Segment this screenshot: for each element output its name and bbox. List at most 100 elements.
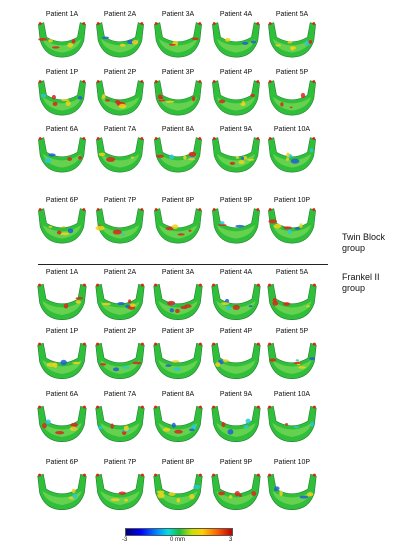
mandible-highlight <box>100 423 140 437</box>
mandible-cell: Patient 2P <box>90 68 150 117</box>
mandible-cell: Patient 8A <box>148 390 208 447</box>
deviation-patch <box>275 44 281 47</box>
condyle-tip <box>256 283 260 287</box>
deviation-patch <box>174 429 183 434</box>
mandible-cell: Patient 5A <box>262 268 322 325</box>
deviation-patch <box>121 366 130 369</box>
frankel-label-line2: group <box>342 283 366 293</box>
condyle-tip <box>212 137 216 140</box>
mandible-color-map <box>212 208 260 244</box>
deviation-patch <box>63 303 69 309</box>
patient-label: Patient 8A <box>161 391 195 398</box>
mandible-color-map <box>267 342 317 379</box>
deviation-patch <box>248 305 253 308</box>
deviation-patch <box>159 96 164 100</box>
deviation-patch <box>191 37 199 41</box>
deviation-patch <box>100 363 107 366</box>
mandible-highlight <box>158 154 198 168</box>
condyle-tip <box>198 22 202 25</box>
color-scale-mid-label: 0 mm <box>170 537 185 543</box>
mandible-cell: Patient 3A <box>148 10 208 59</box>
deviation-patch <box>295 227 301 230</box>
deviation-patch <box>51 94 56 100</box>
deviation-patch <box>188 158 196 161</box>
condyle-tip <box>256 22 260 25</box>
condyle-tip <box>96 208 100 211</box>
mandible-highlight <box>42 423 82 437</box>
deviation-patch <box>274 486 280 491</box>
mandible-color-map <box>95 342 145 379</box>
condyle-tip <box>140 283 144 287</box>
deviation-patch <box>224 298 230 304</box>
patient-label: Patient 10P <box>273 197 311 204</box>
condyle-tip <box>96 405 100 409</box>
condyle-tip <box>256 473 260 477</box>
condyle-tip <box>154 405 158 409</box>
deviation-patch <box>60 232 70 236</box>
deviation-patch <box>38 38 48 41</box>
deviation-patch <box>227 429 234 435</box>
deviation-patch <box>238 160 245 165</box>
deviation-patch <box>289 106 293 109</box>
mandible-color-map <box>212 80 260 116</box>
mandible-highlight <box>158 360 198 374</box>
deviation-patch <box>78 156 82 160</box>
deviation-patch <box>52 101 58 106</box>
deviation-patch <box>165 100 175 103</box>
deviation-patch <box>188 151 197 157</box>
patient-label: Patient 6A <box>45 391 79 398</box>
condyle-tip <box>198 405 202 409</box>
mandible-highlight <box>272 97 312 111</box>
mandible-color-map <box>268 137 316 173</box>
deviation-patch <box>177 233 185 236</box>
condyle-tip <box>198 342 202 346</box>
deviation-patch <box>284 423 289 426</box>
mandible-highlight <box>216 423 256 437</box>
deviation-patch <box>283 302 291 306</box>
deviation-patch <box>295 359 299 362</box>
condyle-tip <box>198 137 202 140</box>
condyle-tip <box>38 473 42 477</box>
mandible-highlight <box>158 301 198 315</box>
patient-label: Patient 4P <box>219 328 253 335</box>
condyle-tip <box>256 137 260 140</box>
mandible-cell: Patient 6P <box>32 196 92 245</box>
condyle-tip <box>96 80 100 83</box>
condyle-tip <box>198 283 202 287</box>
mandible-highlight <box>216 154 256 168</box>
deviation-patch <box>169 308 175 313</box>
mandible-color-map <box>153 342 203 379</box>
condyle-tip <box>268 80 272 83</box>
condyle-tip <box>38 283 42 287</box>
mandible-cell: Patient 5A <box>262 10 322 59</box>
condyle-tip <box>256 342 260 346</box>
deviation-patch <box>224 37 231 42</box>
deviation-patch <box>176 497 181 503</box>
condyle-tip <box>140 405 144 409</box>
patient-label: Patient 3A <box>161 11 195 18</box>
deviation-patch <box>61 99 70 102</box>
mandible-cell: Patient 10P <box>262 196 322 245</box>
mandible-highlight <box>158 97 198 111</box>
mandible-highlight <box>272 301 312 315</box>
condyle-tip <box>154 342 158 346</box>
condyle-tip <box>38 342 42 346</box>
deviation-patch <box>70 422 79 427</box>
mandible-color-map <box>96 22 144 58</box>
condyle-tip <box>268 137 272 140</box>
condyle-tip <box>256 208 260 211</box>
deviation-patch <box>250 40 257 44</box>
mandible-color-map <box>268 22 316 58</box>
mandible-cell: Patient 9A <box>206 390 266 447</box>
condyle-tip <box>312 342 316 346</box>
condyle-tip <box>212 283 216 287</box>
deviation-patch <box>67 42 74 48</box>
condyle-tip <box>96 22 100 25</box>
condyle-tip <box>312 137 316 140</box>
deviation-patch <box>309 357 316 361</box>
deviation-patch <box>115 100 121 104</box>
condyle-tip <box>212 342 216 346</box>
patient-label: Patient 8P <box>161 459 195 466</box>
condyle-tip <box>198 208 202 211</box>
